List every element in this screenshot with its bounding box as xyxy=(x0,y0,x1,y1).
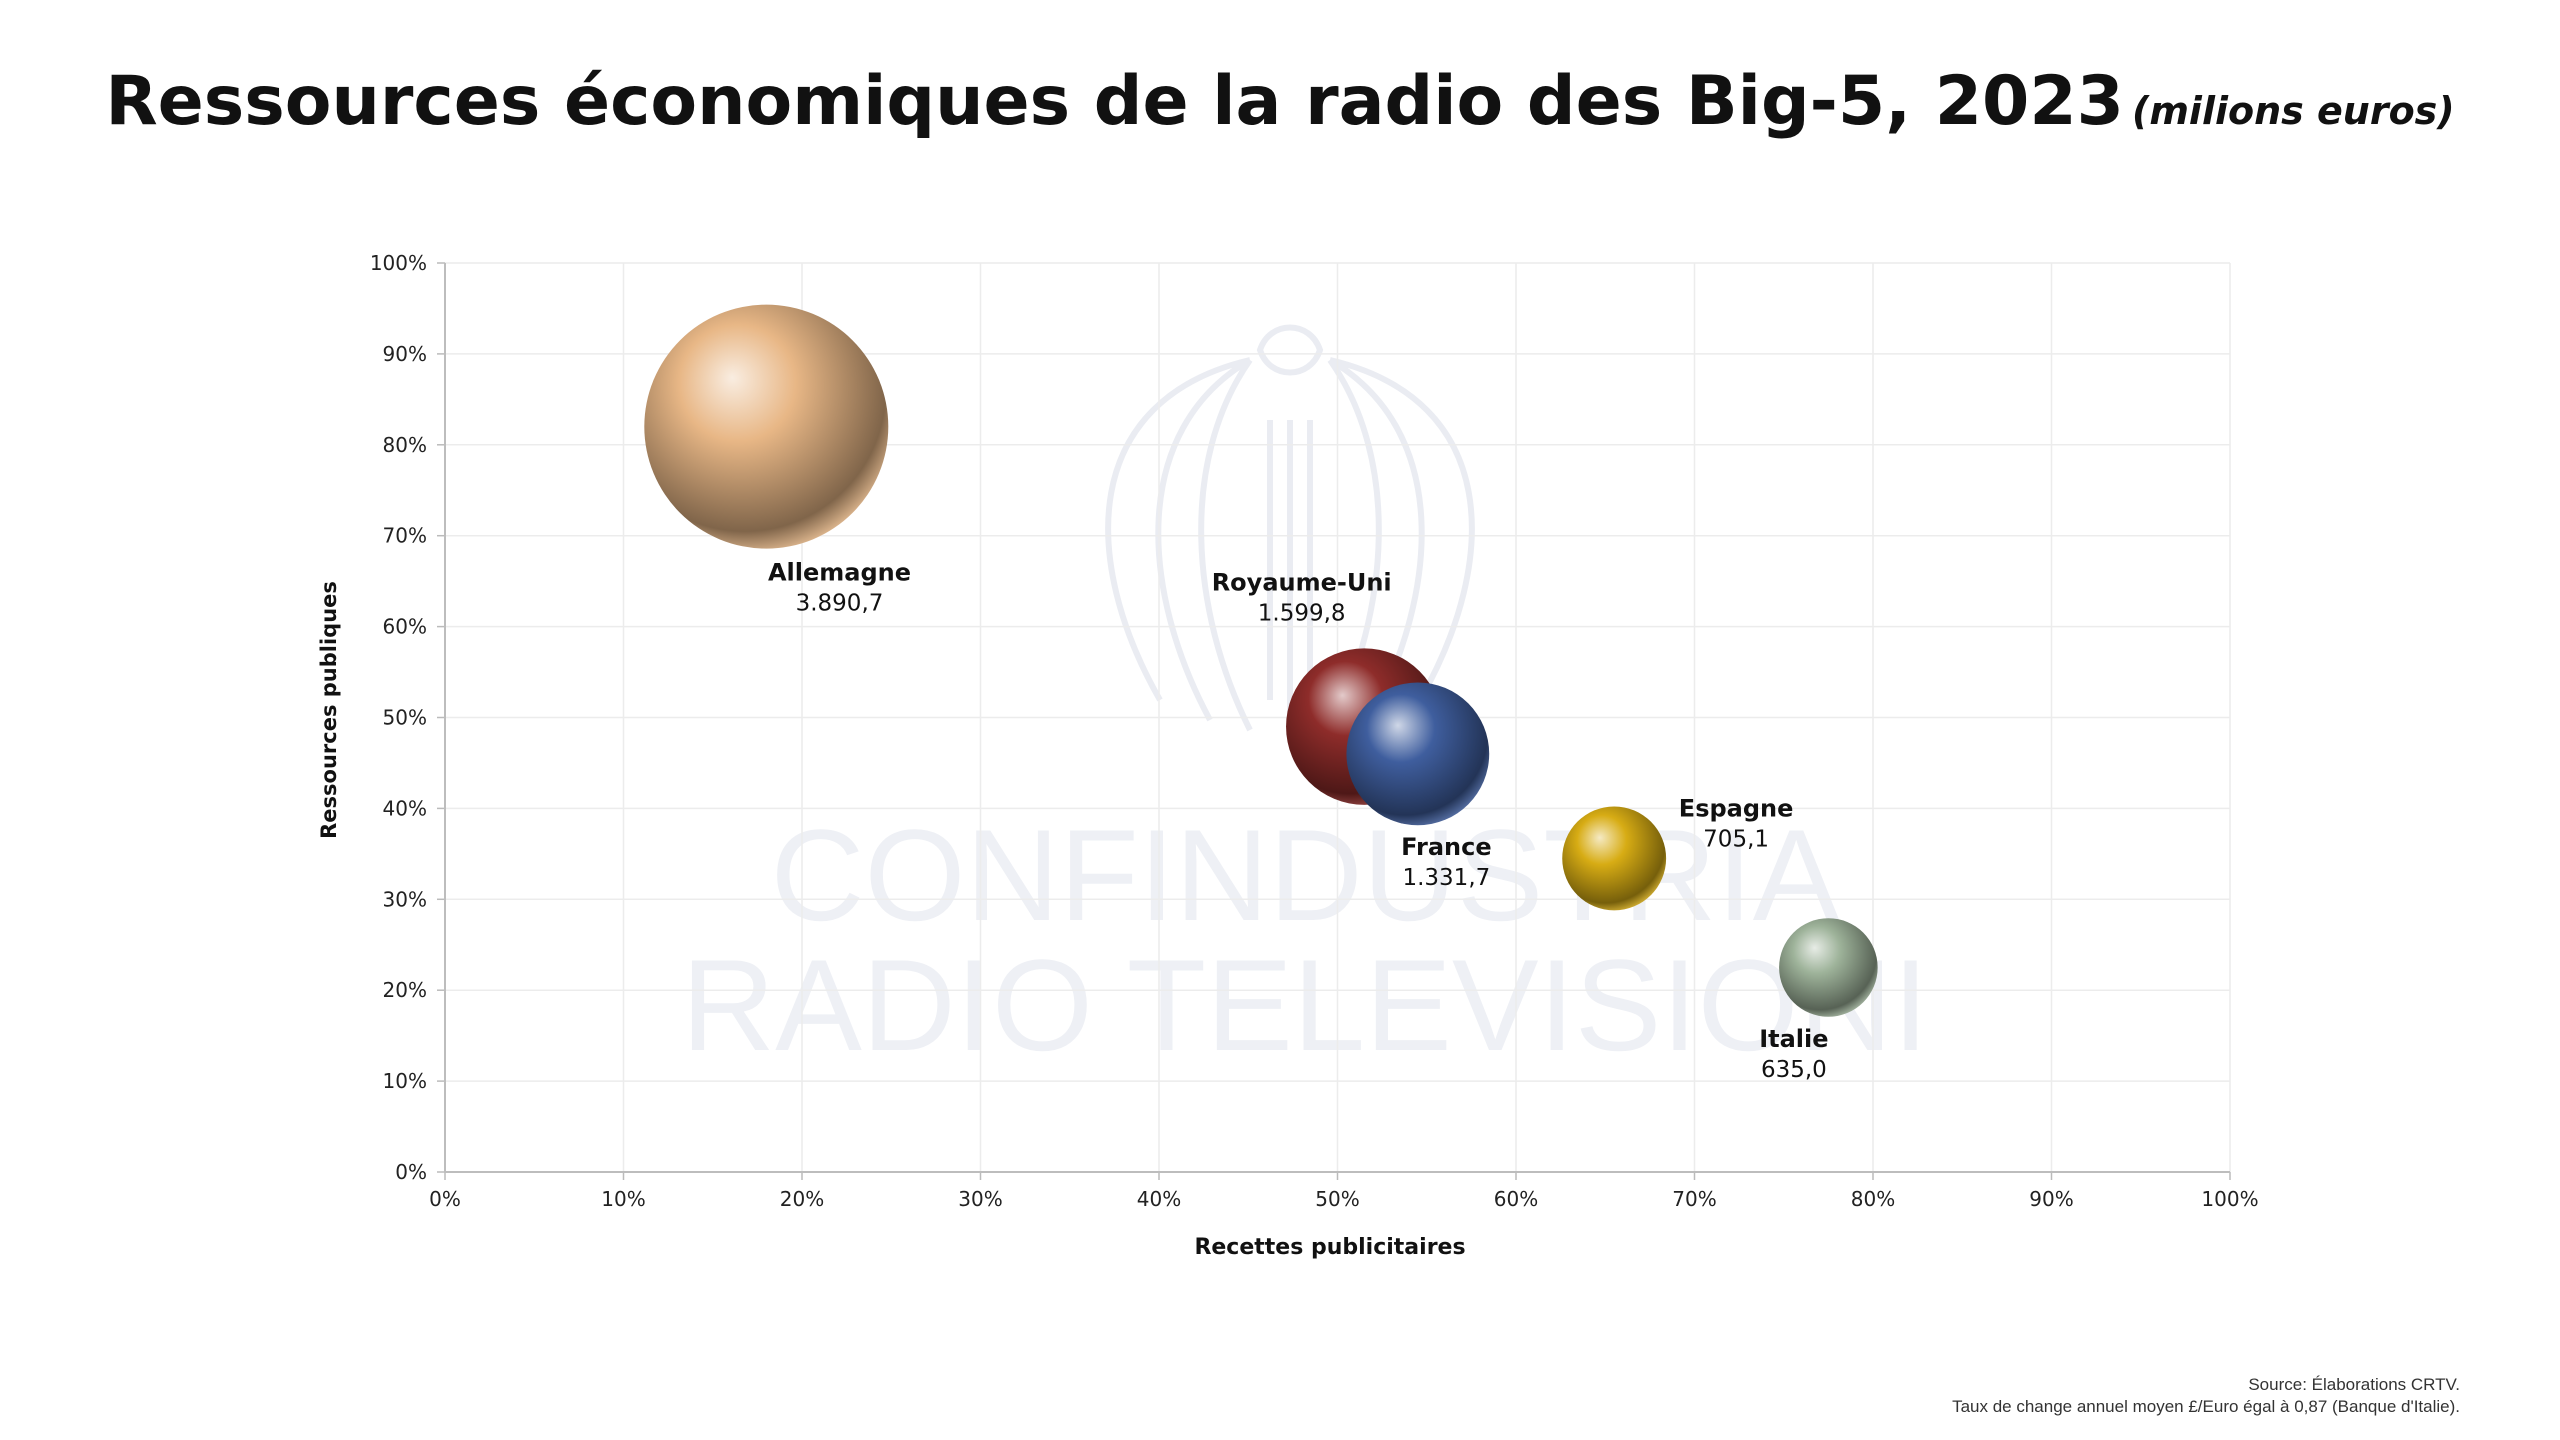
label-name: France xyxy=(1401,833,1491,861)
label-value: 635,0 xyxy=(1761,1057,1827,1083)
chart-title: Ressources économiques de la radio des B… xyxy=(0,62,2560,141)
x-tick-label: 20% xyxy=(780,1187,824,1211)
y-tick-label: 100% xyxy=(370,251,427,275)
y-tick-label: 60% xyxy=(383,615,427,639)
source-line1: Source: Élaborations CRTV. xyxy=(2248,1375,2460,1394)
source-note: Source: Élaborations CRTV. Taux de chang… xyxy=(1952,1374,2460,1418)
y-tick-label: 20% xyxy=(383,978,427,1002)
bubbles xyxy=(644,304,1878,1017)
label-value: 1.331,7 xyxy=(1402,865,1490,891)
x-tick-label: 80% xyxy=(1851,1187,1895,1211)
title-unit: (milions euros) xyxy=(2131,89,2455,133)
label-name: Espagne xyxy=(1679,794,1794,822)
y-tick-label: 30% xyxy=(383,887,427,911)
y-tick-label: 70% xyxy=(383,524,427,548)
label-name: Royaume-Uni xyxy=(1212,568,1392,596)
x-tick-label: 90% xyxy=(2029,1187,2073,1211)
y-tick-label: 0% xyxy=(395,1160,427,1184)
y-tick-label: 50% xyxy=(383,706,427,730)
x-tick-label: 10% xyxy=(601,1187,645,1211)
y-axis-label: Ressources publiques xyxy=(317,581,341,839)
label-value: 705,1 xyxy=(1703,826,1769,852)
x-tick-label: 30% xyxy=(958,1187,1002,1211)
y-tick-label: 80% xyxy=(383,433,427,457)
label-value: 1.599,8 xyxy=(1258,600,1346,626)
x-tick-label: 60% xyxy=(1494,1187,1538,1211)
x-tick-label: 40% xyxy=(1137,1187,1181,1211)
x-tick-label: 100% xyxy=(2201,1187,2258,1211)
x-tick-label: 50% xyxy=(1315,1187,1359,1211)
label-name: Allemagne xyxy=(768,559,911,587)
axes: 0%0% 10% 10% 20% 20% 30% 30% 40% 40% 50% 50% 60% 60%… xyxy=(370,251,2259,1211)
bubble-allemagne xyxy=(644,304,889,549)
label-name: Italie xyxy=(1759,1025,1828,1053)
data-labels: Allemagne 3.890,7 Royaume-Uni 1.599,8 France… xyxy=(768,559,1829,1083)
x-tick-label: 0% xyxy=(429,1187,461,1211)
watermark-line2: RADIO TELEVISIONI xyxy=(681,932,1928,1078)
watermark: CONFINDUSTRIA RADIO TELEVISIONI xyxy=(681,324,1929,1078)
title-text: Ressources économiques de la radio des B… xyxy=(105,62,2124,141)
y-tick-label: 10% xyxy=(383,1069,427,1093)
bubble-france xyxy=(1346,682,1490,826)
y-tick-label: 40% xyxy=(383,796,427,820)
label-value: 3.890,7 xyxy=(796,591,884,617)
x-tick-label: 70% xyxy=(1672,1187,1716,1211)
watermark-line1: CONFINDUSTRIA xyxy=(771,802,1840,948)
y-tick-label: 90% xyxy=(383,342,427,366)
bubble-italie xyxy=(1779,918,1878,1017)
bubble-espagne xyxy=(1562,806,1667,911)
eagle-logo xyxy=(1105,324,1475,732)
source-line2: Taux de change annuel moyen £/Euro égal … xyxy=(1952,1397,2460,1416)
x-axis-label: Recettes publicitaires xyxy=(1194,1235,1465,1260)
